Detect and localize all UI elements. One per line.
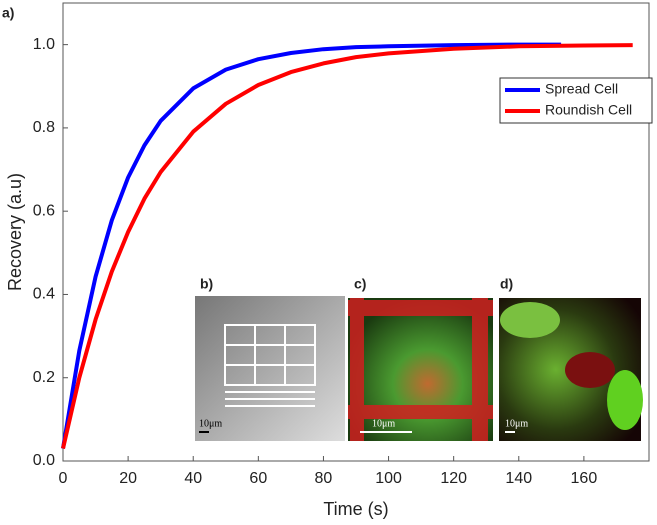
legend-box (499, 77, 653, 124)
cell (565, 352, 615, 388)
x-tick-label: 40 (184, 470, 202, 487)
legend (499, 77, 653, 124)
inset-label: b) (200, 276, 213, 292)
x-tick-label: 160 (571, 470, 598, 487)
series-line (61, 43, 633, 449)
cell (607, 370, 643, 430)
scale-bar-label: 10μm (199, 418, 222, 429)
x-axis-label: Time (s) (323, 499, 388, 519)
scale-bar-label: 10μm (505, 418, 528, 429)
scale-bar-label: 10μm (372, 418, 395, 429)
cell (500, 302, 560, 338)
y-tick-label: 0.0 (33, 452, 55, 469)
y-tick-label: 1.0 (33, 36, 55, 53)
x-tick-label: 140 (505, 470, 532, 487)
x-tick-label: 0 (59, 470, 68, 487)
x-tick-label: 80 (315, 470, 333, 487)
x-tick-label: 100 (375, 470, 402, 487)
y-tick-label: 0.6 (33, 202, 55, 219)
legend-label: Spread Cell (545, 81, 618, 97)
inset-label: d) (500, 276, 513, 292)
plot-frame (62, 2, 650, 462)
scaffold-red (348, 298, 493, 441)
scaffold (224, 324, 316, 407)
inset-confocal (348, 298, 493, 441)
x-tick-label: 60 (249, 470, 267, 487)
panel-label: a) (2, 5, 14, 21)
y-tick-label: 0.2 (33, 369, 55, 386)
inset-sem (195, 296, 345, 441)
legend-label: Roundish Cell (545, 102, 632, 118)
x-tick-label: 20 (119, 470, 137, 487)
y-tick-label: 0.4 (33, 286, 55, 303)
insets (195, 296, 643, 441)
y-tick-label: 0.8 (33, 119, 55, 136)
inset-label: c) (354, 276, 366, 292)
series-line (61, 42, 562, 449)
x-tick-label: 120 (440, 470, 467, 487)
y-axis-label: Recovery (a.u) (5, 173, 25, 291)
